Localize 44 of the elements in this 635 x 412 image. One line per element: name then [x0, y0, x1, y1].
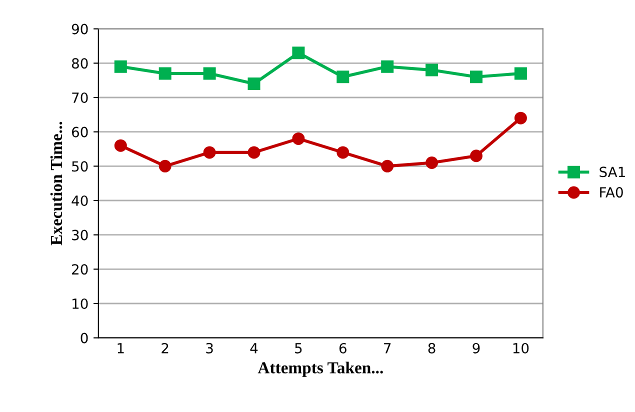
- point: [336, 146, 350, 159]
- point: [292, 46, 305, 60]
- point: [470, 70, 482, 84]
- x-tick-label: 3: [206, 342, 213, 354]
- y-tick-label: 50: [72, 161, 88, 172]
- y-axis-title: Execution Time...: [50, 122, 62, 246]
- x-tick-label: 6: [339, 342, 346, 354]
- x-tick-label: 1: [118, 343, 124, 354]
- point: [426, 64, 438, 76]
- x-tick-label: 4: [250, 343, 258, 354]
- y-tick-label: 80: [72, 58, 88, 69]
- y-tick-label: 20: [72, 264, 88, 275]
- y-tick-label: 60: [72, 126, 88, 138]
- point: [158, 67, 172, 80]
- point: [114, 139, 127, 152]
- point: [203, 146, 216, 159]
- point: [336, 70, 350, 84]
- point: [514, 112, 527, 124]
- y-tick-label: 10: [72, 298, 88, 309]
- point: [292, 132, 305, 145]
- y-tick-label: 40: [72, 195, 88, 206]
- x-tick-label: 8: [428, 342, 436, 354]
- point: [248, 146, 260, 159]
- point: [426, 156, 438, 169]
- point: [114, 60, 127, 73]
- x-tick-label: 9: [472, 342, 480, 354]
- point: [158, 160, 172, 172]
- point: [470, 150, 482, 162]
- x-tick-label: 10: [513, 342, 529, 354]
- point: [381, 60, 394, 73]
- y-tick-label: 30: [72, 230, 88, 240]
- y-tick-label: 0: [80, 332, 88, 344]
- y-tick-label: 70: [72, 92, 88, 103]
- legend-label: FA0: [600, 187, 623, 198]
- x-axis-title: Attempts Taken...: [258, 362, 383, 377]
- point: [514, 67, 527, 80]
- x-tick-label: 2: [162, 342, 168, 354]
- point: [381, 160, 394, 172]
- point: [248, 78, 260, 90]
- legend-label: SA1: [600, 166, 625, 178]
- y-tick-label: 90: [72, 24, 88, 34]
- x-tick-label: 5: [295, 343, 302, 354]
- x-tick-label: 7: [384, 343, 391, 354]
- point: [203, 67, 216, 80]
